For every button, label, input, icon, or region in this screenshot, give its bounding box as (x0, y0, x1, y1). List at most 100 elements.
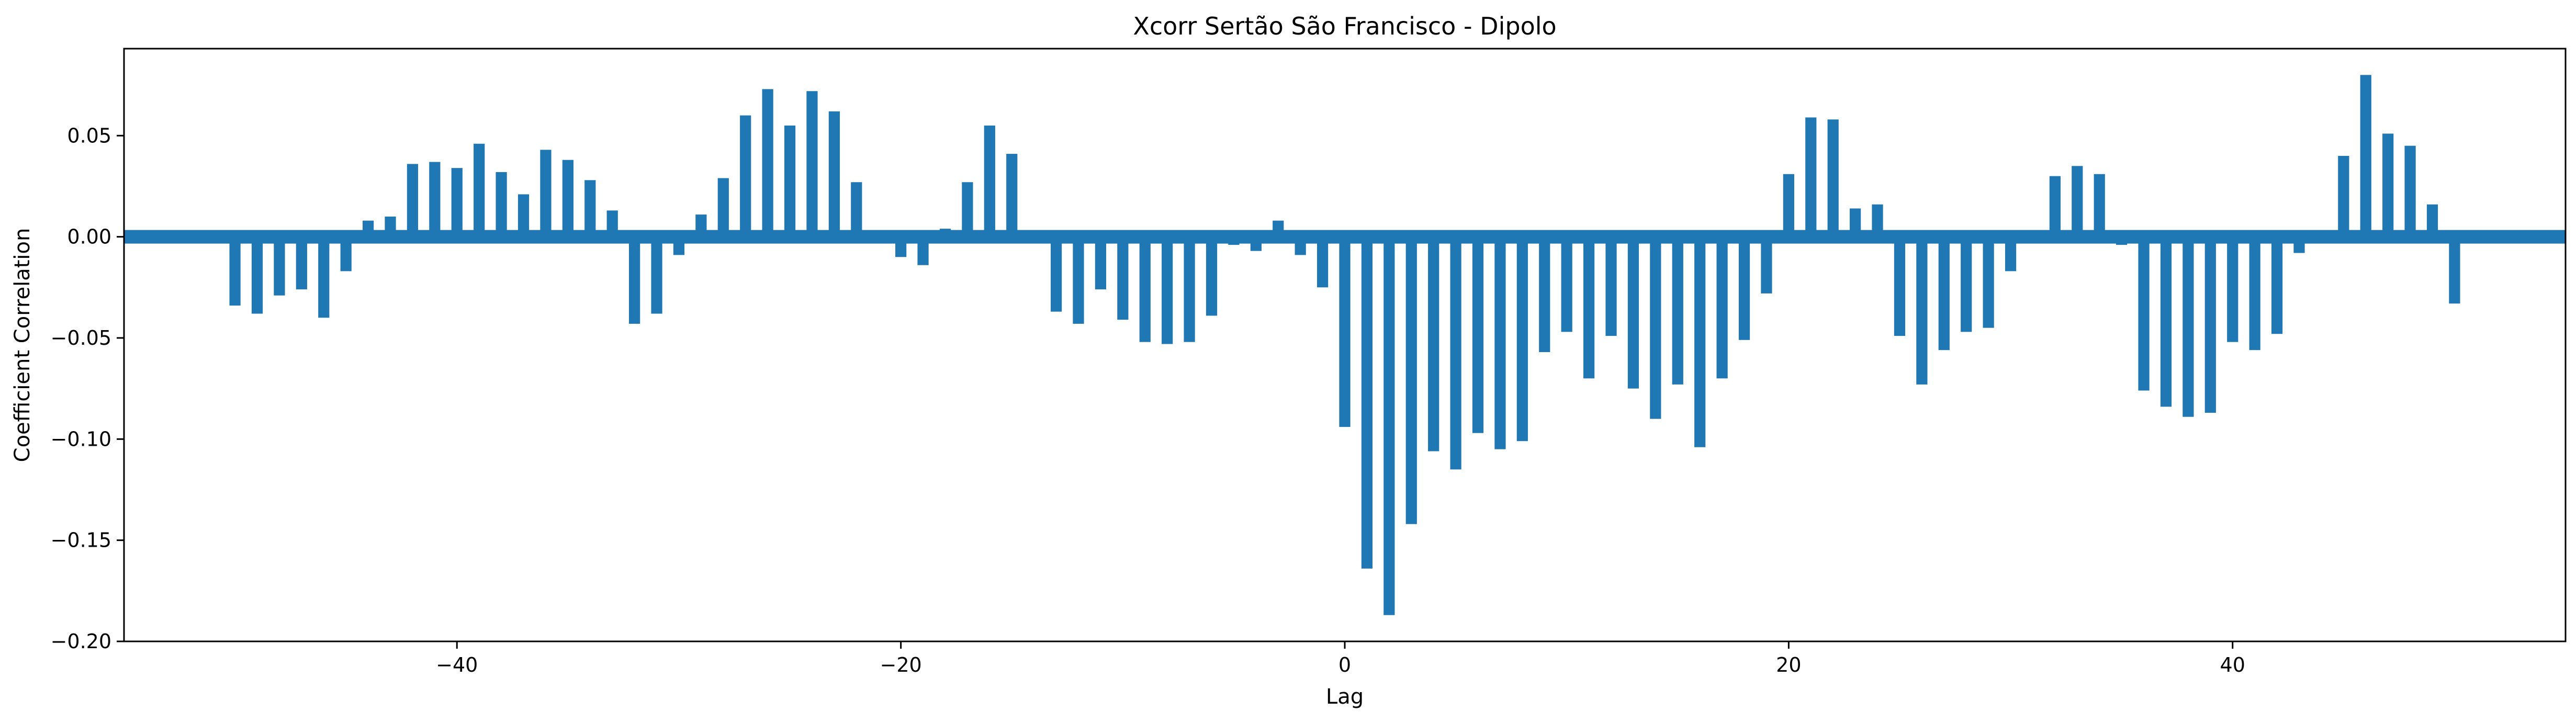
bar (1938, 236, 1950, 351)
bar (474, 143, 485, 237)
bar (651, 236, 662, 314)
bar (1761, 236, 1772, 293)
bar (1983, 236, 1994, 328)
bar (407, 164, 419, 237)
bar (1605, 236, 1617, 336)
bar (1383, 236, 1395, 615)
bar (429, 162, 441, 237)
bar (1073, 236, 1084, 324)
bar (1184, 236, 1195, 342)
y-tick-label: −0.05 (51, 326, 111, 349)
y-tick-label: 0.05 (67, 124, 111, 147)
bar (2094, 174, 2105, 237)
bar (740, 115, 751, 237)
x-ticks-group: −40 −20 0 20 40 (436, 641, 2245, 676)
bar (2227, 236, 2238, 342)
bar (1738, 236, 1750, 340)
bar (518, 194, 530, 237)
x-tick-label: 0 (1338, 653, 1351, 676)
bar (1317, 236, 1329, 288)
bar (1850, 208, 1861, 237)
bar (562, 160, 573, 237)
y-tick-label: −0.10 (51, 427, 111, 450)
bar (451, 168, 463, 237)
bars-group (229, 75, 2460, 615)
y-tick-label: 0.00 (67, 225, 111, 248)
bar (1405, 236, 1417, 524)
bar (2049, 176, 2061, 237)
bar (2138, 236, 2150, 391)
bar (1805, 117, 1817, 237)
bar (1539, 236, 1550, 353)
bar (1672, 236, 1683, 385)
y-tick-label: −0.15 (51, 529, 111, 552)
bar (1162, 236, 1173, 344)
bar (1783, 174, 1794, 237)
x-tick-label: −20 (880, 653, 922, 676)
bar (1561, 236, 1572, 332)
bar (2360, 75, 2371, 237)
bar (1694, 236, 1706, 447)
bar (1894, 236, 1906, 336)
bar (962, 182, 973, 237)
bar (540, 150, 552, 237)
y-axis-label: Coefficient Correlation (10, 228, 35, 462)
bar (1961, 236, 1972, 332)
bar (251, 236, 263, 314)
bar (828, 111, 840, 237)
bar (1095, 236, 1107, 290)
bar (1872, 204, 1883, 237)
bar (1361, 236, 1373, 569)
bar (1206, 236, 1218, 316)
bar (1627, 236, 1639, 389)
bar (1472, 236, 1484, 433)
x-tick-label: −40 (436, 653, 478, 676)
bar (784, 125, 796, 237)
bar (2183, 236, 2194, 417)
bar (762, 89, 773, 237)
bar (1827, 119, 1839, 237)
bar (1428, 236, 1439, 451)
bar (2204, 236, 2216, 413)
bar (496, 172, 507, 237)
y-tick-label: −0.20 (51, 630, 111, 653)
bar (2271, 236, 2283, 334)
bar (296, 236, 307, 290)
x-tick-label: 20 (1776, 653, 1801, 676)
bar (2382, 133, 2394, 237)
bar (1450, 236, 1461, 470)
bar (2160, 236, 2172, 407)
bar (1916, 236, 1928, 385)
bar (1050, 236, 1062, 312)
bar (851, 182, 862, 237)
bar (274, 236, 285, 296)
bar (1006, 154, 1018, 237)
bar (318, 236, 330, 318)
bar (2404, 145, 2416, 237)
bar (1716, 236, 1728, 379)
bar (2426, 204, 2438, 237)
bar (2249, 236, 2260, 351)
bar (584, 180, 596, 237)
bar (629, 236, 640, 324)
bar (2338, 155, 2349, 237)
bar (984, 125, 995, 237)
bar (1494, 236, 1506, 449)
x-axis-label: Lag (1326, 685, 1364, 709)
bar (1117, 236, 1129, 320)
bar (1650, 236, 1661, 419)
bar (2072, 166, 2083, 237)
bar (1583, 236, 1595, 379)
bar (1139, 236, 1151, 342)
y-ticks-group: −0.20 −0.15 −0.10 −0.05 0.00 0.05 (51, 124, 124, 653)
x-tick-label: 40 (2220, 653, 2245, 676)
bar (340, 236, 352, 272)
bar (806, 91, 818, 237)
bar (2005, 236, 2017, 272)
bar (917, 236, 929, 265)
bar (1516, 236, 1528, 442)
bar (2449, 236, 2460, 304)
bar (229, 236, 241, 306)
bar (717, 178, 729, 237)
